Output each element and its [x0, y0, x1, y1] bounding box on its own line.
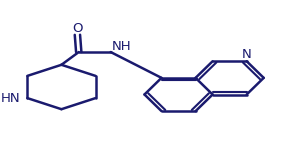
- Text: O: O: [72, 22, 83, 34]
- Text: N: N: [242, 48, 251, 61]
- Text: NH: NH: [112, 40, 132, 52]
- Text: HN: HN: [1, 92, 21, 105]
